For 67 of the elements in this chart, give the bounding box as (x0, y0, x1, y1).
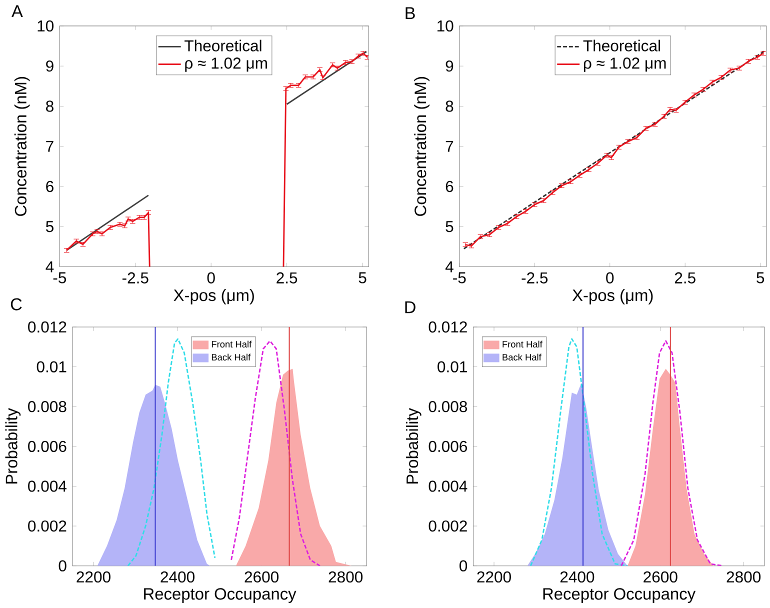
y-tick-label: 0.01 (438, 361, 467, 372)
x-tick-label: 2200 (76, 571, 110, 582)
x-tick-label: -2.5 (522, 272, 548, 284)
y-tick-label: 9 (46, 60, 54, 72)
legend-label: Back Half (502, 354, 542, 360)
x-tick-label: 2200 (477, 571, 511, 582)
y-tick-label: 9 (446, 60, 454, 72)
y-tick-label: 6 (46, 180, 54, 192)
chart-title: A (12, 5, 23, 17)
y-tick-label: 0.002 (28, 520, 66, 532)
y-tick-label: 0.012 (428, 321, 467, 332)
x-tick-label: 2600 (244, 571, 279, 582)
chart-title: D (405, 301, 416, 314)
y-tick-label: 6 (446, 180, 454, 192)
x-tick-label: 2.5 (276, 272, 298, 284)
legend-label: Front Half (212, 340, 252, 348)
y-axis-title: Probability (5, 408, 21, 484)
x-tick-label: 0 (207, 272, 215, 284)
y-tick-label: 0 (460, 560, 468, 572)
y-tick-label: 8 (46, 100, 54, 112)
y-tick-label: 0 (58, 560, 66, 572)
y-tick-label: 0.008 (428, 400, 467, 412)
x-tick-label: 2400 (560, 571, 594, 582)
y-tick-label: 0.004 (28, 480, 66, 492)
y-tick-label: 10 (438, 20, 454, 32)
line-series (620, 340, 724, 566)
y-tick-label: 0.002 (428, 520, 467, 532)
y-tick-label: 0.006 (428, 440, 467, 452)
chart-title: B (406, 7, 415, 19)
x-tick-label: 2800 (328, 571, 363, 582)
x-tick-label: 2600 (644, 571, 678, 582)
y-tick-label: 0.008 (28, 400, 66, 412)
legend-label: Front Half (502, 340, 542, 348)
x-tick-label: -5 (53, 272, 66, 284)
x-tick-label: 5 (358, 272, 366, 284)
x-axis-title: X-pos (μm) (174, 288, 254, 304)
x-axis-title: Receptor Occupancy (144, 588, 296, 603)
x-tick-label: 0 (606, 272, 614, 284)
x-tick-label: 2.5 (674, 272, 696, 284)
x-tick-label: 5 (756, 272, 764, 284)
y-tick-label: 5 (446, 221, 454, 232)
x-tick-label: 2800 (726, 571, 761, 582)
y-tick-label: 0.012 (28, 321, 66, 332)
y-tick-label: 0.006 (28, 440, 66, 452)
chart-title: C (10, 298, 22, 310)
legend-label: Back Half (212, 354, 251, 360)
y-tick-label: 7 (46, 140, 54, 152)
legend-label: Theoretical (184, 40, 262, 52)
y-tick-label: 4 (46, 261, 54, 272)
y-tick-label: 7 (446, 140, 454, 152)
y-axis-title: Concentration (nM) (14, 76, 30, 216)
y-axis-title: Probability (406, 408, 422, 484)
y-tick-label: 0.01 (36, 361, 66, 372)
y-tick-label: 8 (446, 100, 454, 112)
y-axis-title: Concentration (nM) (414, 76, 430, 216)
y-tick-label: 0.004 (428, 480, 468, 492)
legend-label: ρ ≈ 1.02 μm (584, 57, 666, 72)
legend-label: Theoretical (583, 40, 660, 52)
x-tick-label: 2400 (160, 571, 194, 582)
x-axis-title: X-pos (μm) (572, 288, 653, 304)
y-tick-label: 4 (445, 261, 454, 272)
y-tick-label: 10 (38, 20, 54, 32)
x-tick-label: -2.5 (122, 272, 148, 284)
y-tick-label: 5 (46, 221, 54, 232)
x-axis-title: Receptor Occupancy (543, 588, 696, 603)
legend-label: ρ ≈ 1.02 μm (185, 57, 267, 72)
x-tick-label: -5 (453, 272, 466, 284)
